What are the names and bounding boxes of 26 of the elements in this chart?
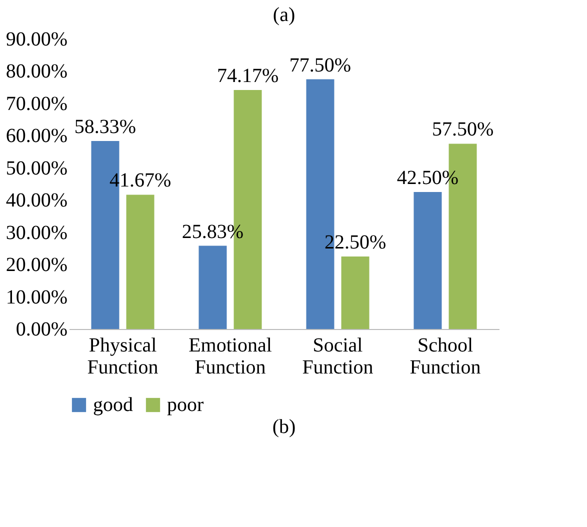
legend-label: good [93,394,133,416]
bar [198,246,227,329]
legend-label: poor [167,394,204,416]
x-tick-label: Social Function [302,334,374,378]
x-tick-label: School Function [410,334,481,378]
y-tick-label: 60.00% [6,125,68,148]
y-tick-label: 90.00% [6,28,68,50]
y-tick-label: 10.00% [6,286,68,308]
y-tick-label: 70.00% [6,92,68,115]
bar [341,256,370,329]
x-tick-label: Emotional Function [188,334,272,378]
text: (b) [272,416,296,438]
chart-title: (a) [272,4,296,26]
data-label: 77.50% [289,54,352,76]
data-label: 57.50% [432,118,494,141]
y-tick-label: 40.00% [6,190,68,212]
data-label: 74.17% [216,65,279,88]
bar [126,194,154,329]
y-tick-label: 30.00% [6,222,68,244]
y-tick-label: 80.00% [6,60,68,83]
y-tick-label: 0.00% [16,318,68,340]
bar [414,192,442,329]
x-tick-label: Physical Function [87,334,158,378]
y-tick-label: 20.00% [6,254,68,276]
data-label: 58.33% [74,116,136,138]
y-tick-label: 50.00% [6,157,68,180]
